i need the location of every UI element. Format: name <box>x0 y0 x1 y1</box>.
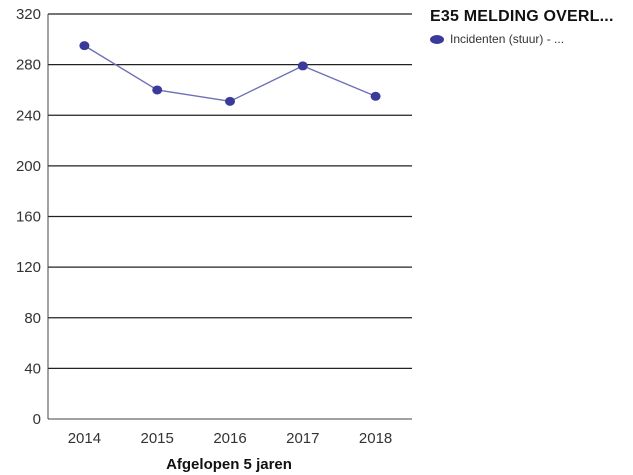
y-tick-label: 40 <box>24 360 41 377</box>
data-point[interactable] <box>152 85 163 95</box>
y-tick-label: 120 <box>16 259 41 276</box>
y-tick-label: 320 <box>16 6 41 23</box>
x-axis-title: Afgelopen 5 jaren <box>166 456 292 473</box>
y-tick-label: 280 <box>16 57 41 74</box>
y-tick-label: 160 <box>16 209 41 226</box>
legend-title: E35 MELDING OVERL... <box>430 8 614 25</box>
y-tick-label: 0 <box>33 411 41 428</box>
legend-item[interactable]: Incidenten (stuur) - ... <box>430 32 630 46</box>
legend-marker-icon <box>430 34 444 44</box>
y-tick-label: 80 <box>24 310 41 327</box>
data-point[interactable] <box>370 91 381 101</box>
x-tick-label: 2017 <box>286 430 319 447</box>
x-tick-label: 2015 <box>141 430 174 447</box>
x-tick-labels: 2014 2015 2016 2017 2018 <box>68 430 393 447</box>
legend-item-label: Incidenten (stuur) - ... <box>450 32 565 46</box>
legend: E35 MELDING OVERL... Incidenten (stuur) … <box>430 8 630 46</box>
axes <box>47 14 412 420</box>
data-point[interactable] <box>225 96 235 106</box>
x-tick-label: 2018 <box>359 430 392 447</box>
data-point[interactable] <box>79 41 90 51</box>
data-point[interactable] <box>297 61 308 71</box>
y-tick-label: 240 <box>16 107 41 124</box>
x-tick-label: 2016 <box>213 430 246 447</box>
y-tick-labels: 0 40 80 120 160 200 240 280 320 <box>16 6 41 428</box>
x-tick-label: 2014 <box>68 430 101 447</box>
series-line <box>84 45 376 103</box>
gridlines <box>48 13 412 370</box>
y-tick-label: 200 <box>16 158 41 175</box>
data-series <box>79 41 381 106</box>
